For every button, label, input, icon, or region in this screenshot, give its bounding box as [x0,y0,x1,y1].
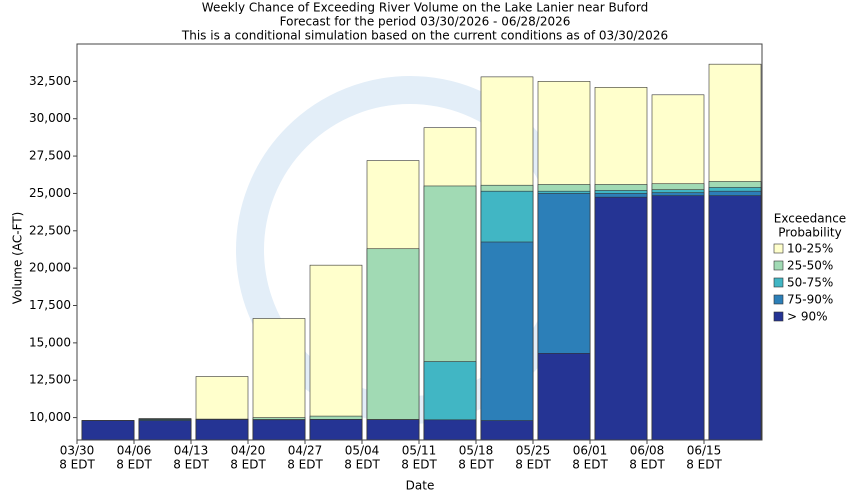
x-tick-label: 8 EDT [572,458,608,472]
y-tick-label: 10,000 [29,410,71,424]
y-tick-label: 15,000 [29,335,71,349]
x-tick-label: 8 EDT [401,458,437,472]
x-tick-label: 05/11 [402,444,437,458]
bar [537,353,591,441]
bar [480,420,534,441]
bar [708,195,762,441]
x-tick-label: 8 EDT [59,458,95,472]
bar [195,419,249,441]
x-tick-label: 8 EDT [458,458,494,472]
bar [81,420,135,441]
legend-title: Probability [778,226,841,240]
y-tick-label: 25,000 [29,186,71,200]
x-tick-label: 04/20 [231,444,266,458]
chart-note: This is a conditional simulation based o… [181,29,668,43]
plot-frame [76,43,763,441]
x-tick-label: 06/15 [687,444,722,458]
x-axis-label: Date [406,479,435,493]
y-tick-label: 22,500 [29,223,71,237]
legend-title: Exceedance [774,212,846,226]
x-tick-label: 05/25 [516,444,551,458]
x-tick-label: 8 EDT [515,458,551,472]
x-tick-label: 05/04 [345,444,380,458]
y-tick-label: 27,500 [29,149,71,163]
bar [594,196,648,441]
x-tick-label: 04/27 [288,444,323,458]
bar [651,195,705,441]
x-tick-label: 8 EDT [629,458,665,472]
x-tick-label: 8 EDT [686,458,722,472]
y-tick-label: 20,000 [29,261,71,275]
legend-label: 75-90% [787,293,833,307]
x-tick-label: 8 EDT [230,458,266,472]
chart-subtitle: Forecast for the period 03/30/2026 - 06/… [280,15,571,29]
legend-swatch [773,260,784,271]
x-tick-label: 8 EDT [287,458,323,472]
x-tick-label: 06/01 [573,444,608,458]
x-tick-label: 06/08 [630,444,665,458]
bar [366,248,420,441]
x-tick-label: 8 EDT [173,458,209,472]
x-tick-label: 8 EDT [116,458,152,472]
y-tick-label: 32,500 [29,74,71,88]
bar [309,264,363,441]
y-tick-label: 17,500 [29,298,71,312]
bar [366,419,420,441]
legend-swatch [773,311,784,322]
legend-label: 25-50% [787,259,833,273]
bar [252,419,306,441]
y-axis-label: Volume (AC-FT) [11,212,25,305]
x-tick-label: 05/18 [459,444,494,458]
x-tick-label: 04/13 [174,444,209,458]
legend-label: 10-25% [787,242,833,256]
legend-label: 50-75% [787,276,833,290]
bar [423,419,477,441]
x-tick-label: 04/06 [117,444,152,458]
legend-swatch [773,277,784,288]
bar [480,241,534,441]
y-tick-label: 12,500 [29,373,71,387]
y-tick-label: 30,000 [29,111,71,125]
legend-label: > 90% [787,310,828,324]
legend-swatch [773,243,784,254]
x-tick-label: 03/30 [60,444,95,458]
chart-title: Weekly Chance of Exceeding River Volume … [202,1,648,15]
legend-swatch [773,294,784,305]
bar [309,419,363,441]
bar [138,420,192,441]
x-tick-label: 8 EDT [344,458,380,472]
